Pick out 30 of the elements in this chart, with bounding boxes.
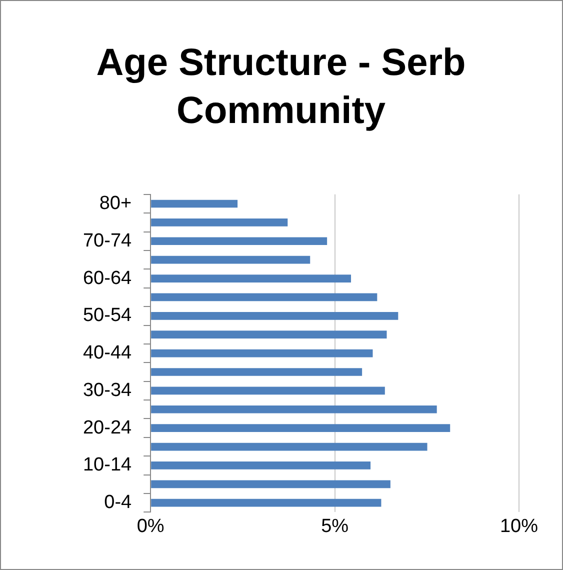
bar [151,480,390,488]
chart-title: Age Structure - Serb Community [95,41,467,134]
bar [151,256,310,264]
bar [151,405,437,414]
y-tick-label: 80+ [99,192,132,214]
x-tick-label: 0% [136,516,164,537]
bar [151,274,352,282]
y-tick-label: 20-24 [82,417,132,438]
y-tick-label: 70-74 [82,230,132,252]
bar [151,424,450,432]
bar [151,218,288,226]
y-tick-label: 60-64 [82,268,132,289]
bar [151,293,378,302]
bar [151,386,385,395]
bar [151,349,373,358]
bar [151,312,398,320]
bar [151,498,382,507]
x-tick-label: 10% [500,516,538,537]
x-tick-label: 5% [321,516,349,537]
y-tick-label: 50-54 [82,305,132,326]
bar [151,442,428,451]
y-tick-label: 40-44 [82,342,132,364]
bar [151,368,362,376]
bar [151,237,328,246]
bar [151,330,387,339]
y-tick-label: 10-14 [82,454,132,476]
bar [151,462,371,470]
y-tick-label: 0-4 [104,492,132,514]
y-tick-label: 30-34 [82,380,132,401]
bar [151,200,238,208]
